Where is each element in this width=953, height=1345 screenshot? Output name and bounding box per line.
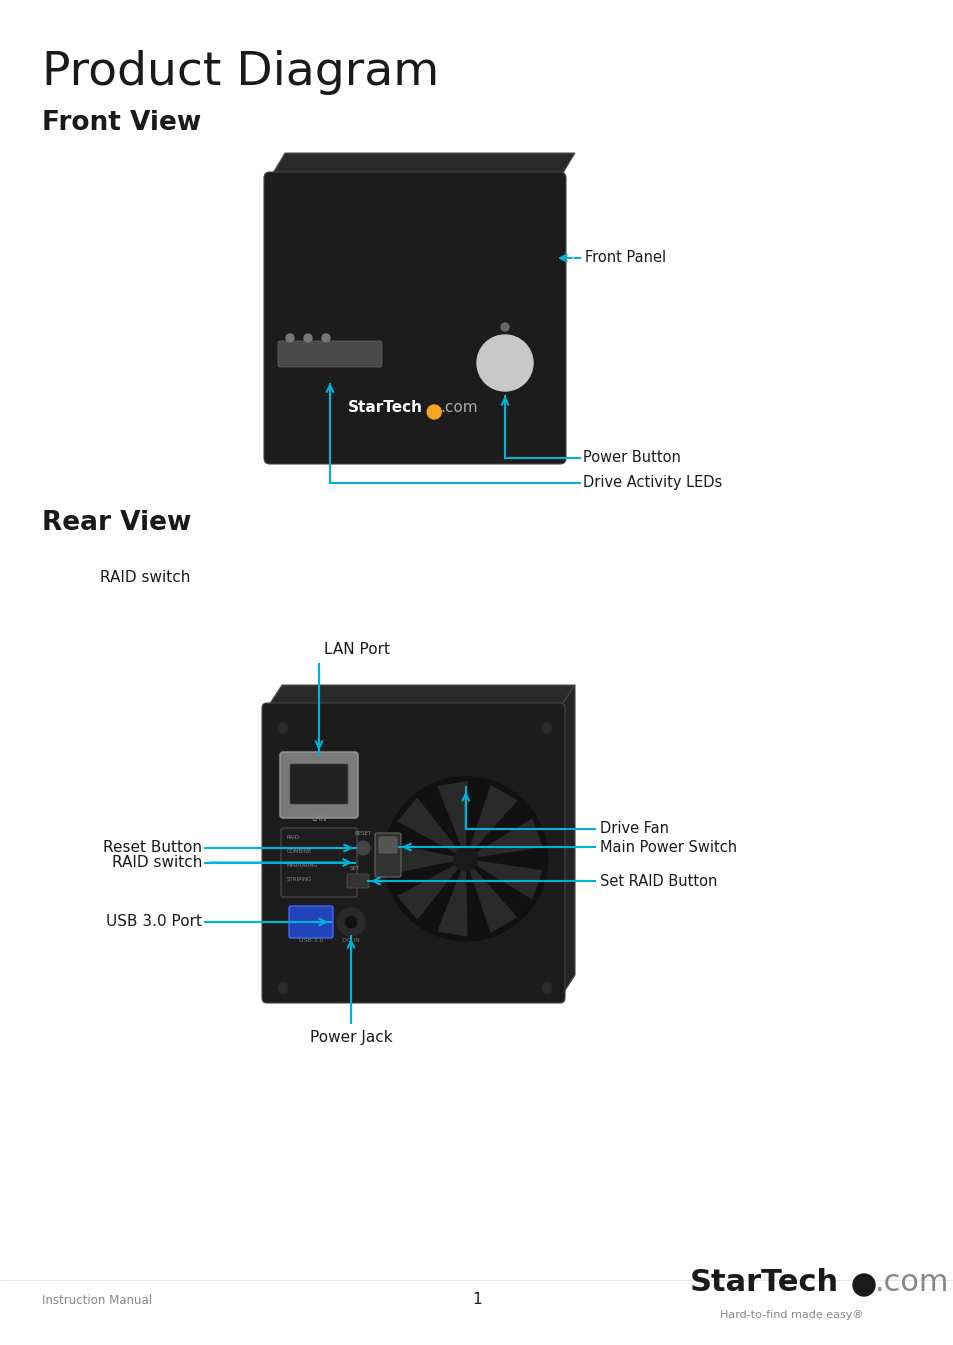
Polygon shape <box>468 785 517 853</box>
Circle shape <box>277 983 288 993</box>
Polygon shape <box>472 818 542 858</box>
Circle shape <box>336 908 365 936</box>
Text: USB 3.0 Port: USB 3.0 Port <box>106 915 202 929</box>
Polygon shape <box>267 685 575 707</box>
FancyBboxPatch shape <box>277 342 381 367</box>
Polygon shape <box>396 798 460 855</box>
Text: MIRRORING: MIRRORING <box>287 863 318 868</box>
Polygon shape <box>389 843 457 874</box>
Text: .com: .com <box>439 401 477 416</box>
FancyBboxPatch shape <box>378 837 396 853</box>
Polygon shape <box>436 866 467 936</box>
Text: Power Jack: Power Jack <box>310 1030 392 1045</box>
Text: SET: SET <box>350 866 359 872</box>
Circle shape <box>304 334 312 342</box>
Text: Power Button: Power Button <box>582 451 680 465</box>
Text: Instruction Manual: Instruction Manual <box>42 1294 152 1306</box>
Text: Product Diagram: Product Diagram <box>42 50 438 95</box>
Text: 1: 1 <box>472 1293 481 1307</box>
Circle shape <box>277 724 288 733</box>
Polygon shape <box>472 859 542 900</box>
Polygon shape <box>559 685 575 998</box>
Circle shape <box>852 1274 874 1297</box>
Text: Rear View: Rear View <box>42 510 192 537</box>
FancyBboxPatch shape <box>290 764 348 804</box>
FancyBboxPatch shape <box>262 703 564 1003</box>
Circle shape <box>427 405 440 420</box>
Text: Reset Button: Reset Button <box>103 841 202 855</box>
Text: Hard-to-find made easy®: Hard-to-find made easy® <box>720 1310 862 1319</box>
Text: Set RAID Button: Set RAID Button <box>599 873 717 889</box>
Polygon shape <box>270 153 575 178</box>
Text: Main Power Switch: Main Power Switch <box>599 839 737 854</box>
Polygon shape <box>436 781 467 851</box>
FancyBboxPatch shape <box>281 829 356 897</box>
Text: RAID switch: RAID switch <box>112 855 202 870</box>
Circle shape <box>322 334 330 342</box>
Text: StarTech: StarTech <box>689 1268 839 1297</box>
Text: COMBINE: COMBINE <box>287 849 312 854</box>
Circle shape <box>355 841 370 855</box>
Polygon shape <box>396 862 460 920</box>
Circle shape <box>383 777 547 940</box>
FancyBboxPatch shape <box>289 907 333 937</box>
Text: RAID switch: RAID switch <box>100 570 191 585</box>
Circle shape <box>541 724 552 733</box>
FancyBboxPatch shape <box>280 752 357 818</box>
Text: LAN: LAN <box>311 814 326 823</box>
FancyBboxPatch shape <box>264 172 565 464</box>
Text: RESET: RESET <box>354 831 372 837</box>
Text: DC IN: DC IN <box>342 937 359 943</box>
Circle shape <box>500 323 509 331</box>
Circle shape <box>476 335 533 391</box>
Text: USB 3.0: USB 3.0 <box>298 937 323 943</box>
Circle shape <box>454 847 477 870</box>
Text: LAN Port: LAN Port <box>324 642 390 656</box>
Text: Drive Activity LEDs: Drive Activity LEDs <box>582 476 721 491</box>
Text: Front Panel: Front Panel <box>584 250 665 265</box>
Text: Front View: Front View <box>42 110 201 136</box>
FancyBboxPatch shape <box>375 833 400 877</box>
Circle shape <box>345 916 356 928</box>
Circle shape <box>286 334 294 342</box>
Text: .com: .com <box>874 1268 948 1297</box>
Polygon shape <box>468 865 517 933</box>
Text: STRIPING: STRIPING <box>287 877 312 882</box>
Text: RAID: RAID <box>287 835 300 841</box>
Text: Drive Fan: Drive Fan <box>599 822 668 837</box>
Circle shape <box>541 983 552 993</box>
FancyBboxPatch shape <box>347 874 369 888</box>
Text: StarTech: StarTech <box>347 401 422 416</box>
